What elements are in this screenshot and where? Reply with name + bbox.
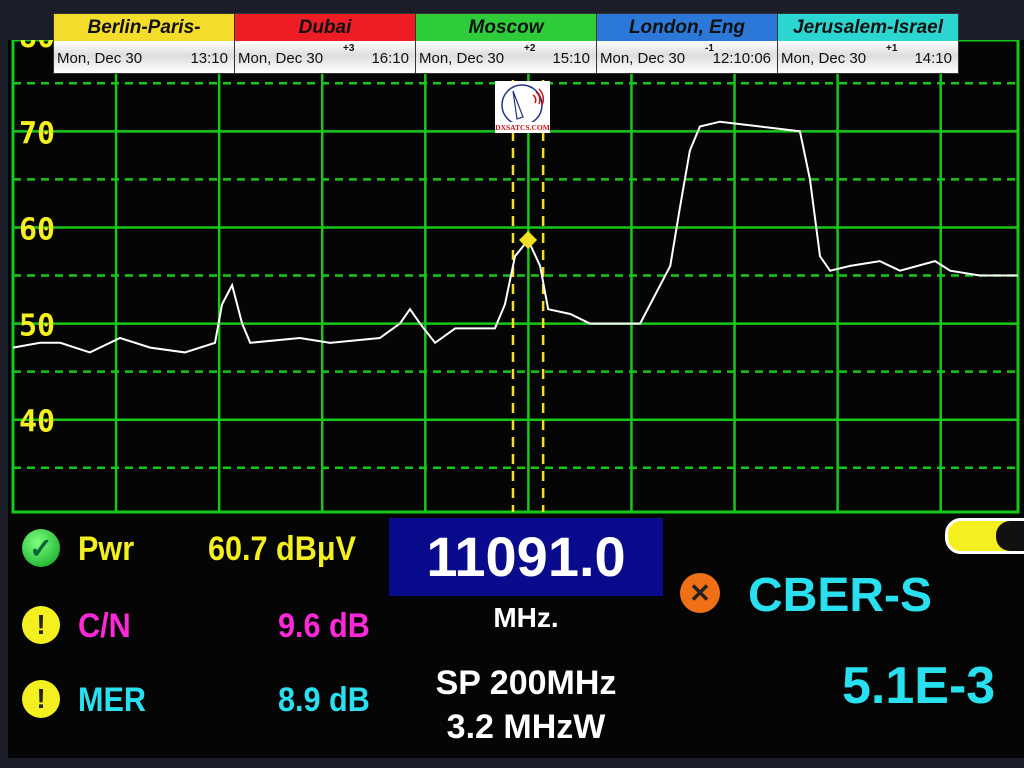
clock-time: 14:10 <box>914 50 952 67</box>
clock-offset: -1 <box>705 43 714 54</box>
mer-label: MER <box>78 681 147 719</box>
cber-value: 5.1E-3 <box>842 657 996 715</box>
cn-label: C/N <box>78 607 131 645</box>
fail-icon: ✕ <box>680 573 720 613</box>
clock-time: 12:10:06 <box>712 50 771 67</box>
battery-icon <box>945 518 1024 554</box>
analyzer-screen: 8070605040 ✓ Pwr 60.7 dBμV ! C/N 9.6 dB … <box>8 40 1024 758</box>
warning-icon: ! <box>22 606 60 644</box>
clock-city: Dubai <box>235 14 415 41</box>
clock-offset: +3 <box>343 43 355 54</box>
clock-city: London, Eng <box>597 14 777 41</box>
y-tick-label: 70 <box>19 116 55 151</box>
frequency-unit: MHz. <box>493 602 559 633</box>
clock-offset: +1 <box>886 43 898 54</box>
clock-time: 16:10 <box>371 50 409 67</box>
span-value: SP 200MHz <box>435 664 617 702</box>
clock-date: Mon, Dec 30 <box>238 50 324 67</box>
y-tick-label: 80 <box>19 40 55 55</box>
frequency-display[interactable]: 11091.0 <box>389 518 663 596</box>
warning-icon: ! <box>22 680 60 718</box>
rbw-value: 3.2 MHzW <box>446 708 606 746</box>
clock-2: Moscow Mon, Dec 30 +2 15:10 <box>415 13 597 74</box>
clock-time: 15:10 <box>552 50 590 67</box>
clock-city: Berlin-Paris-Lučenec <box>54 14 234 65</box>
clock-city: Moscow <box>416 14 596 41</box>
y-tick-label: 60 <box>19 212 55 247</box>
y-tick-label: 50 <box>19 309 55 344</box>
clock-4: Jerusalem-Israel Mon, Dec 30 +1 14:10 <box>777 13 959 74</box>
check-icon: ✓ <box>22 529 60 567</box>
clock-offset: +2 <box>524 43 536 54</box>
cber-label: CBER-S <box>748 569 933 622</box>
clock-date: Mon, Dec 30 <box>57 50 143 67</box>
dxsatcs-logo: DXSATCS.COM <box>495 81 550 133</box>
clock-date: Mon, Dec 30 <box>781 50 867 67</box>
pwr-label: Pwr <box>78 530 135 568</box>
frequency-marker <box>519 230 538 249</box>
pwr-value: 60.7 dBμV <box>208 530 356 568</box>
clock-3: London, Eng Mon, Dec 30 -1 12:10:06 <box>596 13 778 74</box>
cn-value: 9.6 dB <box>278 607 370 645</box>
svg-text:DXSATCS.COM: DXSATCS.COM <box>495 123 550 132</box>
mer-value: 8.9 dB <box>278 681 370 719</box>
clock-city: Jerusalem-Israel <box>778 14 958 41</box>
clock-date: Mon, Dec 30 <box>419 50 505 67</box>
y-tick-label: 40 <box>19 405 55 440</box>
clock-date: Mon, Dec 30 <box>600 50 686 67</box>
clock-1: Dubai Mon, Dec 30 +3 16:10 <box>234 13 416 74</box>
clock-0: Berlin-Paris-Lučenec Mon, Dec 30 13:10 <box>53 13 235 74</box>
clock-time: 13:10 <box>190 50 228 67</box>
spectrum-trace <box>12 120 1018 354</box>
